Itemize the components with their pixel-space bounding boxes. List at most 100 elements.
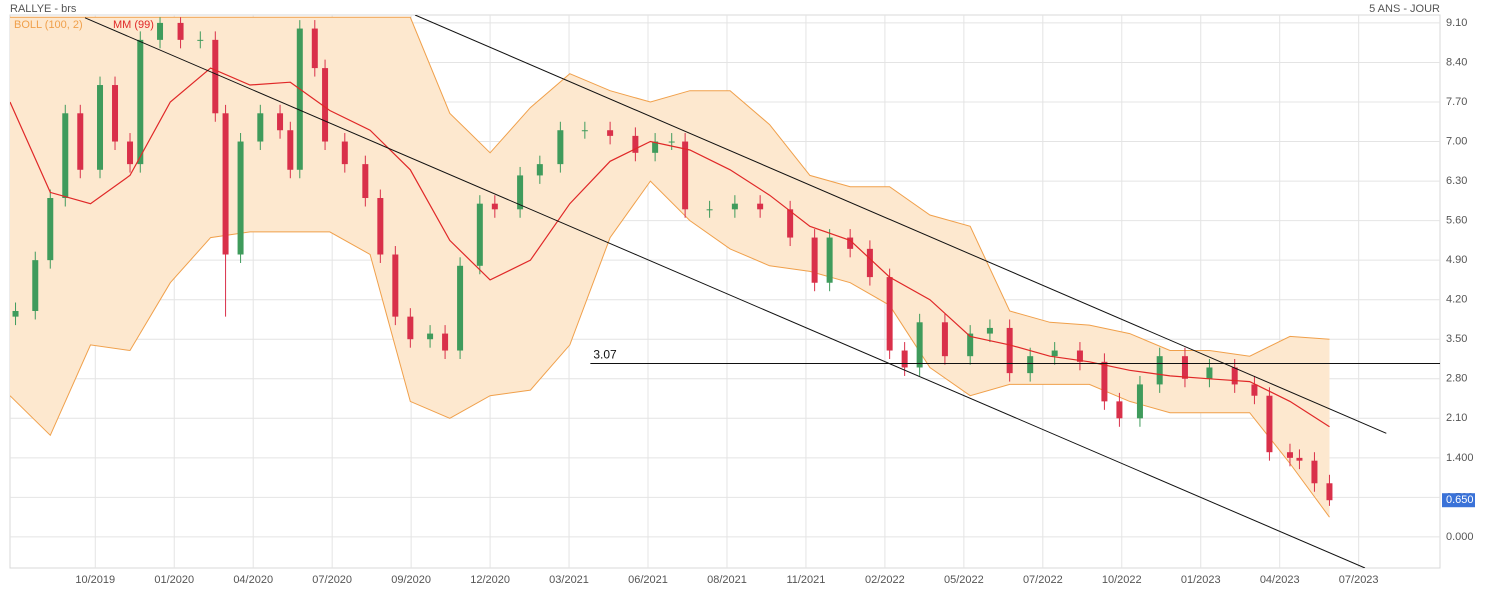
y-tick-label: 6.30 xyxy=(1446,175,1467,187)
bollinger-upper xyxy=(10,16,1330,357)
candle-body xyxy=(1266,395,1273,453)
candle-body xyxy=(392,254,399,317)
x-tick-label: 11/2021 xyxy=(786,574,825,586)
series xyxy=(10,15,1440,568)
candle-body xyxy=(12,310,19,317)
candle-body xyxy=(826,237,833,283)
candle-body xyxy=(1116,401,1123,419)
candle-body xyxy=(847,237,854,249)
bollinger-lower xyxy=(10,180,1330,518)
candle-body xyxy=(901,350,908,368)
candle-body xyxy=(1206,367,1213,379)
candle-body xyxy=(1006,327,1013,374)
candle-body xyxy=(941,322,948,357)
candle-body xyxy=(137,39,144,165)
moving-average xyxy=(10,67,1330,428)
candle-body xyxy=(222,113,229,255)
legend-boll: BOLL (100, 2) xyxy=(14,19,83,31)
horizontal-line-label: 3.07 xyxy=(593,348,617,362)
x-tick-label: 10/2022 xyxy=(1102,574,1142,586)
candle-body xyxy=(811,237,818,283)
y-tick-label: 7.70 xyxy=(1446,96,1467,108)
candle-body xyxy=(986,327,993,334)
candle-body xyxy=(1311,460,1318,484)
candle-body xyxy=(362,164,369,199)
candle-body xyxy=(197,39,204,41)
candle-body xyxy=(491,203,498,210)
legend-ma: MM (99) xyxy=(113,19,154,31)
candle-body xyxy=(1286,452,1293,458)
y-tick-label: 1.400 xyxy=(1446,452,1474,464)
x-tick-label: 04/2023 xyxy=(1260,574,1300,586)
y-tick-label: 7.00 xyxy=(1446,135,1467,147)
candle-body xyxy=(427,333,434,340)
x-tick-label: 05/2022 xyxy=(944,574,984,586)
candle-body xyxy=(127,141,134,165)
chart-subtitle: 5 ANS - JOUR xyxy=(1369,3,1440,15)
x-tick-label: 03/2021 xyxy=(549,574,589,586)
candle-body xyxy=(296,28,303,170)
y-tick-label: 5.60 xyxy=(1446,215,1467,227)
y-tick-label: 8.40 xyxy=(1446,56,1467,68)
candle-body xyxy=(77,113,84,170)
x-tick-label: 12/2020 xyxy=(470,574,510,586)
candle-body xyxy=(97,85,104,170)
x-tick-label: 08/2021 xyxy=(707,574,747,586)
candle-body xyxy=(706,209,713,211)
candle-body xyxy=(311,28,318,69)
x-tick-label: 10/2019 xyxy=(75,574,115,586)
candle-body xyxy=(322,68,329,142)
candle-body xyxy=(731,203,738,210)
candle-body xyxy=(237,141,244,255)
candle-body xyxy=(1076,350,1083,362)
candle-body xyxy=(442,333,449,351)
candle-body xyxy=(632,135,639,153)
candle-body xyxy=(652,141,659,153)
candle-body xyxy=(886,277,893,351)
candle-body xyxy=(377,198,384,255)
y-tick-label: 2.80 xyxy=(1446,373,1467,385)
candle-body xyxy=(47,198,54,261)
bollinger-fill xyxy=(10,17,1330,518)
candle-body xyxy=(62,113,69,199)
candle-body xyxy=(341,141,348,165)
candle-body xyxy=(212,39,219,114)
axes: 0.0000.7001.4002.102.803.504.204.905.606… xyxy=(75,17,1475,586)
last-price-box xyxy=(1442,493,1475,508)
candle-body xyxy=(1027,356,1034,374)
candle-body xyxy=(1296,457,1303,461)
y-tick-label: 3.50 xyxy=(1446,333,1467,345)
candle-body xyxy=(277,113,284,131)
x-tick-label: 01/2023 xyxy=(1181,574,1221,586)
candle-body xyxy=(916,322,923,368)
chart-title: RALLYE - brs xyxy=(10,3,77,15)
candle-body xyxy=(177,22,184,40)
x-tick-label: 02/2022 xyxy=(865,574,905,586)
candle-body xyxy=(457,265,464,351)
candle-body xyxy=(287,130,294,170)
candle-body xyxy=(1051,350,1058,357)
candle-body xyxy=(1231,367,1238,385)
x-tick-label: 09/2020 xyxy=(391,574,431,586)
candle-body xyxy=(1251,384,1258,396)
candle-body xyxy=(682,141,689,210)
candle-body xyxy=(1156,356,1163,385)
candle-body xyxy=(668,141,675,143)
candle-body xyxy=(557,130,564,165)
y-tick-label: 0.000 xyxy=(1446,531,1474,543)
candle-body xyxy=(157,22,164,40)
candle-body xyxy=(407,316,414,340)
candle-body xyxy=(757,203,764,210)
x-tick-label: 07/2022 xyxy=(1023,574,1063,586)
candle-body xyxy=(581,130,588,132)
y-tick-label: 2.10 xyxy=(1446,412,1467,424)
x-tick-label: 06/2021 xyxy=(628,574,668,586)
x-tick-label: 01/2020 xyxy=(154,574,194,586)
candle-body xyxy=(517,175,524,210)
candle-body xyxy=(1101,361,1108,402)
x-tick-label: 04/2020 xyxy=(233,574,273,586)
trend-line xyxy=(84,17,1366,568)
candle-body xyxy=(866,248,873,278)
y-tick-label: 4.20 xyxy=(1446,294,1467,306)
candle-body xyxy=(257,113,264,142)
